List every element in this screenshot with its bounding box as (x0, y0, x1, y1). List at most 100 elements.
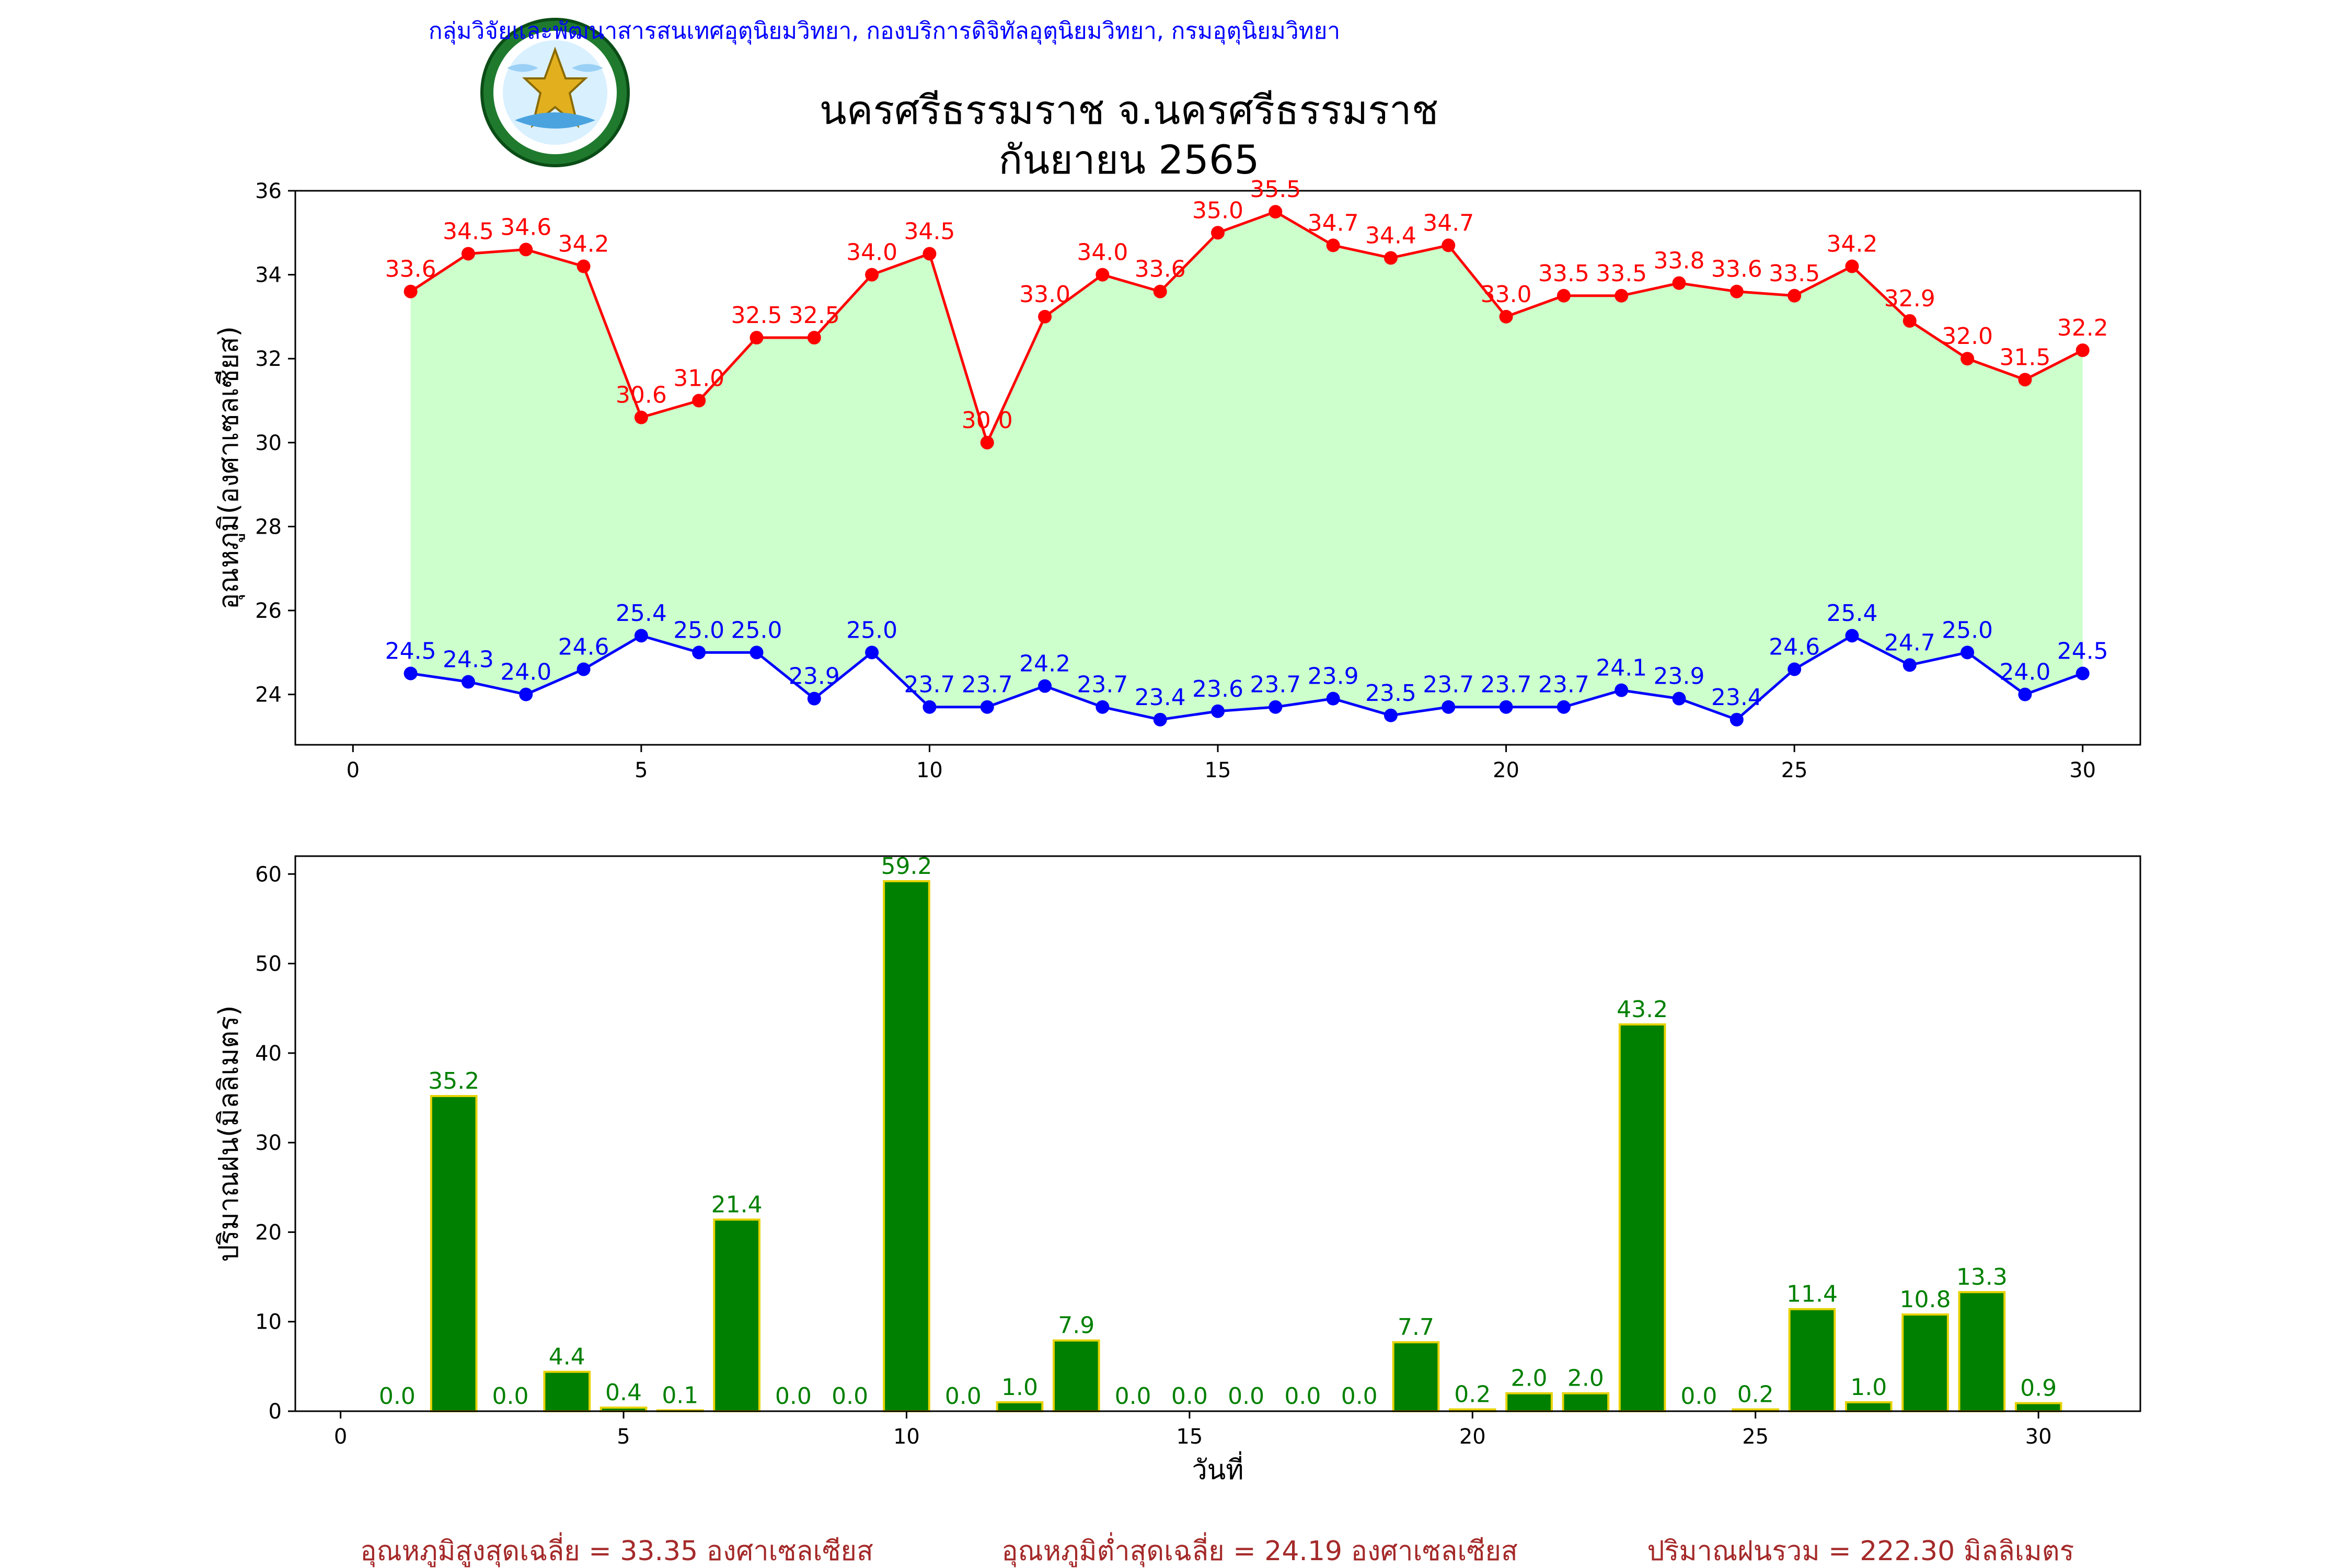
max-temperature-data-label: 33.5 (1596, 260, 1647, 287)
max-temperature-data-label: 35.5 (1250, 176, 1301, 203)
min-temperature-point (2076, 666, 2090, 681)
min-temperature-data-label: 25.0 (1942, 617, 1993, 643)
max-temperature-point (1326, 238, 1340, 252)
max-temperature-data-label: 30.6 (616, 382, 667, 409)
min-temperature-point (1845, 629, 1859, 643)
max-temperature-point (1442, 238, 1456, 252)
max-temperature-point (980, 435, 994, 449)
rain-data-label: 59.2 (881, 853, 932, 880)
rain-data-label: 7.9 (1058, 1312, 1094, 1339)
min-temperature-point (1269, 700, 1283, 714)
min-temperature-point (1730, 712, 1744, 727)
max-temperature-data-label: 34.5 (904, 218, 955, 245)
max-temperature-data-label: 34.5 (443, 218, 494, 245)
max-temperature-data-label: 31.0 (673, 365, 724, 392)
x-tick-label: 10 (916, 758, 943, 782)
max-temperature-data-label: 32.5 (731, 302, 782, 329)
max-temperature-data-label: 34.7 (1423, 210, 1474, 236)
min-temperature-data-label: 24.2 (1019, 651, 1070, 677)
min-temperature-data-label: 24.6 (558, 633, 609, 660)
rain-bar (2014, 1402, 2062, 1413)
min-temperature-point (403, 666, 418, 681)
max-temperature-data-label: 32.2 (2057, 315, 2108, 341)
max-temperature-data-label: 35.0 (1192, 197, 1243, 224)
rain-data-label: 0.0 (1341, 1383, 1378, 1410)
y-tick-label: 0 (269, 1400, 282, 1424)
rain-data-label: 0.0 (1680, 1383, 1717, 1410)
max-temperature-point (1557, 289, 1571, 303)
y-tick-label: 26 (255, 599, 282, 623)
y-tick-label: 30 (255, 431, 282, 455)
rain-bar (1901, 1313, 1949, 1412)
y-tick-label: 10 (255, 1310, 282, 1334)
max-temperature-point (1211, 226, 1225, 240)
x-tick-label: 0 (347, 758, 360, 782)
min-temperature-data-label: 25.0 (673, 617, 724, 643)
rain-data-label: 0.0 (492, 1383, 528, 1410)
max-temperature-point (403, 284, 418, 298)
min-temperature-data-label: 23.7 (1250, 672, 1301, 698)
min-temperature-point (461, 675, 475, 689)
x-tick-label: 15 (1205, 758, 1231, 782)
rain-bar (1844, 1401, 1893, 1412)
rain-data-label: 13.3 (1956, 1264, 2008, 1290)
max-temperature-point (692, 394, 706, 408)
rain-data-label: 0.0 (1228, 1383, 1264, 1410)
max-temperature-data-label: 33.6 (385, 256, 436, 283)
rain-data-label: 21.4 (711, 1191, 763, 1218)
min-temperature-point (750, 645, 764, 660)
rain-bar (1562, 1392, 1610, 1413)
min-temperature-point (1615, 683, 1629, 697)
x-tick-label: 25 (1781, 758, 1808, 782)
max-temperature-data-label: 34.0 (846, 239, 897, 266)
min-temperature-point (1557, 700, 1571, 714)
max-temperature-point (519, 243, 533, 257)
min-temperature-point (1211, 704, 1225, 718)
min-temperature-data-label: 25.4 (616, 600, 667, 627)
min-temperature-data-label: 24.3 (443, 647, 494, 673)
max-temperature-point (634, 410, 648, 424)
y-tick-label: 50 (255, 952, 282, 976)
min-temperature-data-label: 25.0 (731, 617, 782, 643)
y-tick-label: 40 (255, 1042, 282, 1066)
max-temperature-data-label: 30.0 (962, 407, 1013, 434)
max-temperature-point (1788, 289, 1802, 303)
rainfall-plot-frame (294, 855, 2141, 1412)
min-temperature-point (577, 662, 591, 676)
min-temperature-point (692, 645, 706, 660)
x-tick-label: 25 (1742, 1425, 1769, 1449)
rainfall-y-axis-label: ปริมาณฝน(มิลลิเมตร) (213, 1005, 245, 1262)
rain-data-label: 0.0 (379, 1383, 416, 1410)
min-temperature-point (1096, 700, 1110, 714)
rain-data-label: 4.4 (549, 1344, 585, 1370)
min-temperature-data-label: 23.9 (1654, 663, 1705, 690)
min-temperature-data-label: 23.6 (1192, 676, 1243, 702)
rain-data-label: 2.0 (1511, 1365, 1548, 1392)
rain-data-label: 1.0 (1001, 1374, 1038, 1401)
y-tick-label: 36 (255, 179, 282, 203)
rain-data-label: 10.8 (1900, 1286, 1951, 1313)
max-temperature-data-label: 34.6 (500, 214, 551, 240)
min-temperature-data-label: 24.1 (1596, 655, 1647, 682)
min-temperature-data-label: 23.4 (1135, 684, 1186, 711)
max-temperature-point (1845, 259, 1859, 273)
min-temperature-point (1788, 662, 1802, 676)
min-temperature-data-label: 23.7 (1481, 672, 1532, 698)
temperature-y-axis-label: อุณหภูมิ(องศาเซลเซียส) (213, 326, 245, 609)
max-temperature-point (1153, 284, 1167, 298)
rain-data-label: 0.2 (1737, 1381, 1774, 1408)
max-temperature-point (1672, 276, 1686, 290)
max-temperature-point (1499, 309, 1513, 324)
rain-bar (1958, 1291, 2006, 1412)
x-tick-label: 30 (2069, 758, 2096, 782)
footer-avg-max: อุณหภูมิสูงสุดเฉลี่ย = 33.35 องศาเซลเซีย… (360, 1532, 873, 1567)
rain-bar (713, 1218, 760, 1412)
rain-data-label: 0.0 (945, 1383, 982, 1410)
min-temperature-data-label: 23.7 (1538, 672, 1589, 698)
max-temperature-data-label: 33.6 (1711, 256, 1762, 283)
rain-data-label: 0.4 (605, 1379, 642, 1406)
min-temperature-data-label: 25.0 (846, 617, 897, 643)
max-temperature-data-label: 32.5 (789, 302, 840, 329)
x-tick-label: 5 (617, 1425, 630, 1449)
